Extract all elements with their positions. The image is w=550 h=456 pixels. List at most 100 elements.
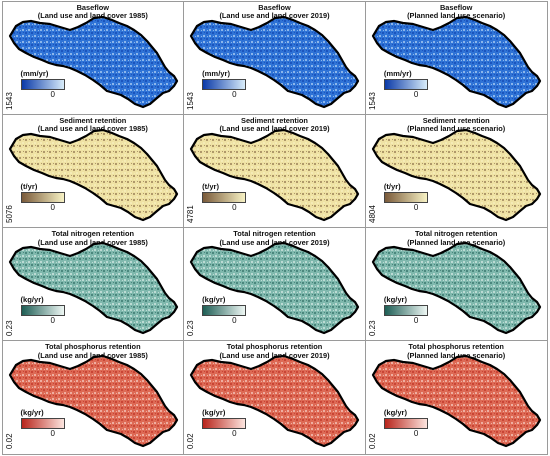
map-panel: Sediment retention (Land use and land cov… [183,113,366,228]
watershed-boundary [8,241,178,335]
legend-min-value: 0 [413,202,419,212]
legend-color-ramp [202,78,247,90]
legend-max-value: 0.23 [4,320,14,336]
legend-unit-label: (kg/yr) [20,295,44,304]
legend-max-value: 0.23 [186,320,196,336]
panel-title: Total nitrogen retention (Planned land us… [366,229,547,247]
map-panel: Baseflow (Planned land use scenario) (mm/y… [364,0,548,115]
legend-max-value: 0.23 [367,320,377,336]
panel-title-subtitle: (Land use and land cover 1985) [37,11,148,21]
legend-color-ramp [202,191,247,203]
legend-min-value: 0 [413,316,419,325]
watershed-fill [372,243,540,333]
watershed-fill [191,356,359,447]
panel-title-subtitle: (Land use and land cover 2019) [219,350,330,360]
panel-title: Baseflow (Planned land use scenario) [366,2,547,21]
watershed-map [190,128,360,221]
legend-color-ramp [383,305,428,316]
legend-min-value: 0 [50,429,55,439]
watershed-boundary [8,15,178,108]
panel-title: Baseflow (Land use and land cover 2019) [184,2,365,21]
legend-unit-label: (mm/yr) [383,68,412,78]
legend-max-value: 0.02 [367,433,377,450]
watershed-map [190,355,360,448]
panel-title: Total nitrogen retention (Land use and la… [184,229,365,247]
watershed-fill [372,16,540,107]
watershed-fill [191,129,359,220]
legend-color-ramp [20,418,65,430]
watershed-map [190,15,360,108]
watershed-fill [9,356,177,447]
watershed-boundary [371,128,541,221]
panel-title-main: Total phosphorus retention [45,342,141,352]
map-panel: Baseflow (Land use and land cover 1985) (m… [1,0,185,115]
watershed-fill [9,129,177,220]
panel-title-main: Total phosphorus retention [226,342,323,352]
panel-title: Sediment retention (Planned land use scen… [366,116,547,134]
panel-title-subtitle: (Planned land use scenario) [407,237,506,247]
map-panel: Baseflow (Land use and land cover 2019) (m… [183,0,366,115]
map-panel: Sediment retention (Planned land use scen… [364,113,548,228]
panel-title-subtitle: (Planned land use scenario) [407,124,506,134]
panel-title-main: Baseflow [258,2,291,12]
panel-title-main: Total nitrogen retention [233,229,316,238]
watershed-fill [372,129,540,220]
legend-max-value: 0.02 [4,433,14,450]
panel-title-subtitle: (Land use and land cover 2019) [219,237,330,247]
panel-title: Total phosphorus retention (Planned land … [366,343,547,360]
watershed-boundary [190,15,360,108]
legend-min-value: 0 [232,202,237,212]
watershed-boundary [8,355,178,448]
panel-title: Total nitrogen retention (Land use and la… [3,229,184,247]
panel-title-subtitle: (Land use and land cover 2019) [219,11,330,21]
map-panel: Sediment retention (Land use and land cov… [1,113,185,228]
watershed-map [371,241,541,335]
legend-color-ramp [20,191,65,203]
legend-max-value: 5076 [4,204,14,223]
watershed-fill [191,16,359,107]
legend-max-value: 4804 [367,204,377,223]
watershed-map [8,355,178,448]
legend-unit-label: (kg/yr) [202,408,226,418]
legend-color-ramp [202,305,247,316]
legend-min-value: 0 [50,316,55,325]
panel-title-main: Total phosphorus retention [408,342,504,352]
watershed-boundary [190,355,360,448]
watershed-map [190,241,360,335]
legend-color-ramp [383,191,428,203]
legend-max-value: 1543 [186,91,196,110]
panel-title-main: Sediment retention [59,115,127,125]
watershed-map [8,15,178,108]
panel-title-main: Sediment retention [241,115,308,125]
legend-color-ramp [383,418,428,430]
legend-min-value: 0 [413,89,419,99]
watershed-fill [9,243,177,333]
watershed-fill [9,16,177,107]
watershed-boundary [371,355,541,448]
legend-unit-label: (t/yr) [202,181,220,191]
legend-unit-label: (kg/yr) [383,408,408,418]
watershed-boundary [190,241,360,335]
panel-title-main: Total nitrogen retention [51,229,135,238]
watershed-boundary [371,15,541,108]
map-panel: Total nitrogen retention (Land use and la… [183,227,366,342]
panel-title-main: Baseflow [439,2,473,12]
watershed-fill [372,356,540,447]
watershed-map [8,241,178,335]
panel-title-subtitle: (Land use and land cover 1985) [37,237,148,247]
panel-title: Sediment retention (Land use and land cov… [184,115,365,134]
panel-title-subtitle: (Land use and land cover 1985) [37,350,148,360]
panel-title: Baseflow (Land use and land cover 1985) [3,2,184,21]
map-panel: Total phosphorus retention (Land use and … [1,340,185,455]
map-panel: Total phosphorus retention (Planned land … [364,340,548,455]
panel-title-main: Baseflow [76,2,110,12]
legend-max-value: 1543 [4,91,14,110]
panel-title-subtitle: (Land use and land cover 2019) [219,124,330,134]
watershed-fill [191,243,359,333]
legend-unit-label: (kg/yr) [202,295,226,304]
panel-title: Sediment retention (Land use and land cov… [3,115,184,134]
legend-min-value: 0 [232,429,237,439]
legend-max-value: 1543 [367,91,377,110]
legend-unit-label: (t/yr) [383,181,401,191]
